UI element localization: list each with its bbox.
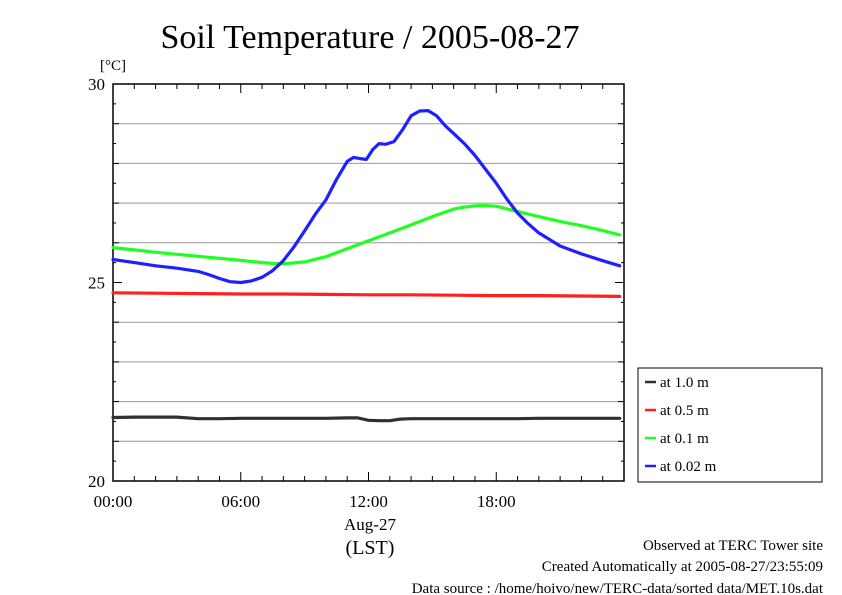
legend: at 1.0 m at 0.5 m at 0.1 m at 0.02 m xyxy=(637,367,823,483)
axis-ticks: 20 25 30 00:00 06:00 12:00 18:00 xyxy=(88,75,625,511)
legend-label: at 0.02 m xyxy=(660,459,717,475)
series-line-at-0-1-m xyxy=(111,203,622,266)
chart-title: Soil Temperature / 2005-08-27 xyxy=(160,19,579,56)
series-line-at-0-02-m xyxy=(111,108,622,285)
y-axis-unit: [°C] xyxy=(100,58,126,74)
y-tick-label: 25 xyxy=(88,274,105,293)
plot-area: 20 25 30 00:00 06:00 12:00 18:00 xyxy=(88,75,625,511)
footer-source: Data source : /home/hoivo/new/TERC-data/… xyxy=(412,581,824,595)
y-tick-label: 20 xyxy=(88,472,105,491)
footer-site: Observed at TERC Tower site xyxy=(643,538,823,554)
series-group xyxy=(111,108,622,423)
x-tick-label: 00:00 xyxy=(94,492,133,511)
x-tick-label: 12:00 xyxy=(349,492,388,511)
legend-label: at 0.5 m xyxy=(660,403,709,419)
x-tick-label: 18:00 xyxy=(477,492,516,511)
series-line-at-0-5-m xyxy=(111,291,622,298)
legend-box xyxy=(637,367,823,483)
legend-label: at 0.1 m xyxy=(660,431,709,447)
x-date-label: Aug-27 xyxy=(344,515,396,534)
footer-created: Created Automatically at 2005-08-27/23:5… xyxy=(542,559,823,575)
grid-lines xyxy=(113,123,624,442)
series-line-at-1-0-m xyxy=(111,415,622,423)
x-tick-label: 06:00 xyxy=(221,492,260,511)
y-tick-label: 30 xyxy=(88,75,105,94)
legend-label: at 1.0 m xyxy=(660,375,709,391)
x-axis-unit: (LST) xyxy=(346,537,395,559)
